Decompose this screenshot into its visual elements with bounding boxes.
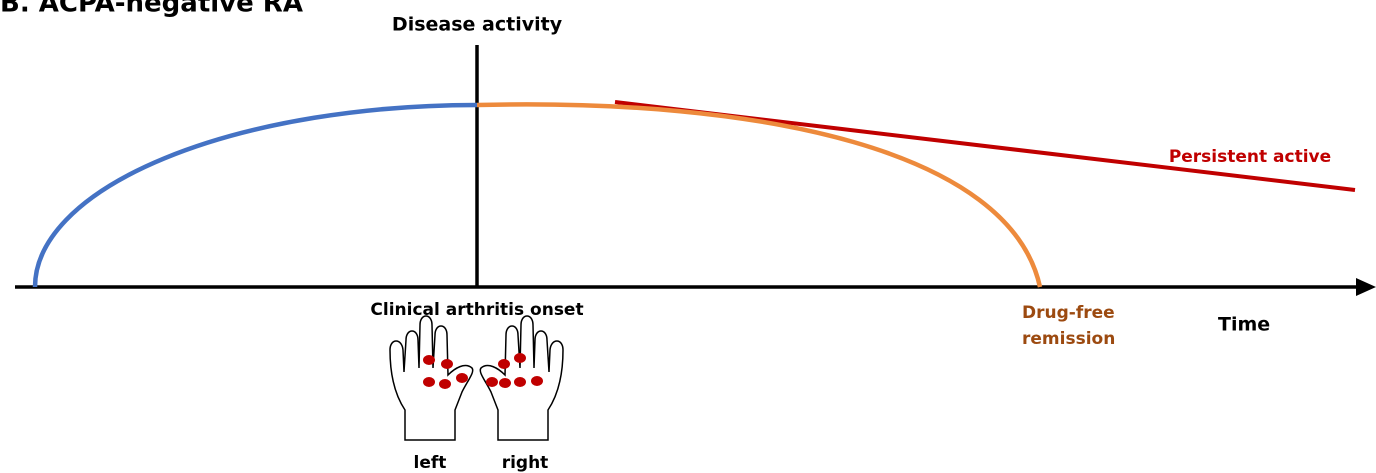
axis-arrow bbox=[1356, 278, 1376, 296]
persistent-label: Persistent active bbox=[1169, 147, 1331, 167]
left-joints bbox=[423, 355, 468, 389]
remission-label: remission bbox=[1022, 329, 1115, 349]
left-label: left bbox=[414, 453, 447, 473]
title: B. ACPA-negative RA bbox=[0, 0, 303, 19]
onset-label: Clinical arthritis onset bbox=[370, 300, 583, 320]
remission-curve bbox=[476, 102, 1043, 288]
y-axis-label: Disease activity bbox=[392, 14, 563, 36]
right-label: right bbox=[502, 453, 549, 473]
remission-label: Drug-free bbox=[1022, 303, 1115, 323]
right-joints bbox=[486, 353, 543, 388]
pre-onset-curve bbox=[32, 102, 478, 288]
time-label: Time bbox=[1218, 314, 1270, 336]
